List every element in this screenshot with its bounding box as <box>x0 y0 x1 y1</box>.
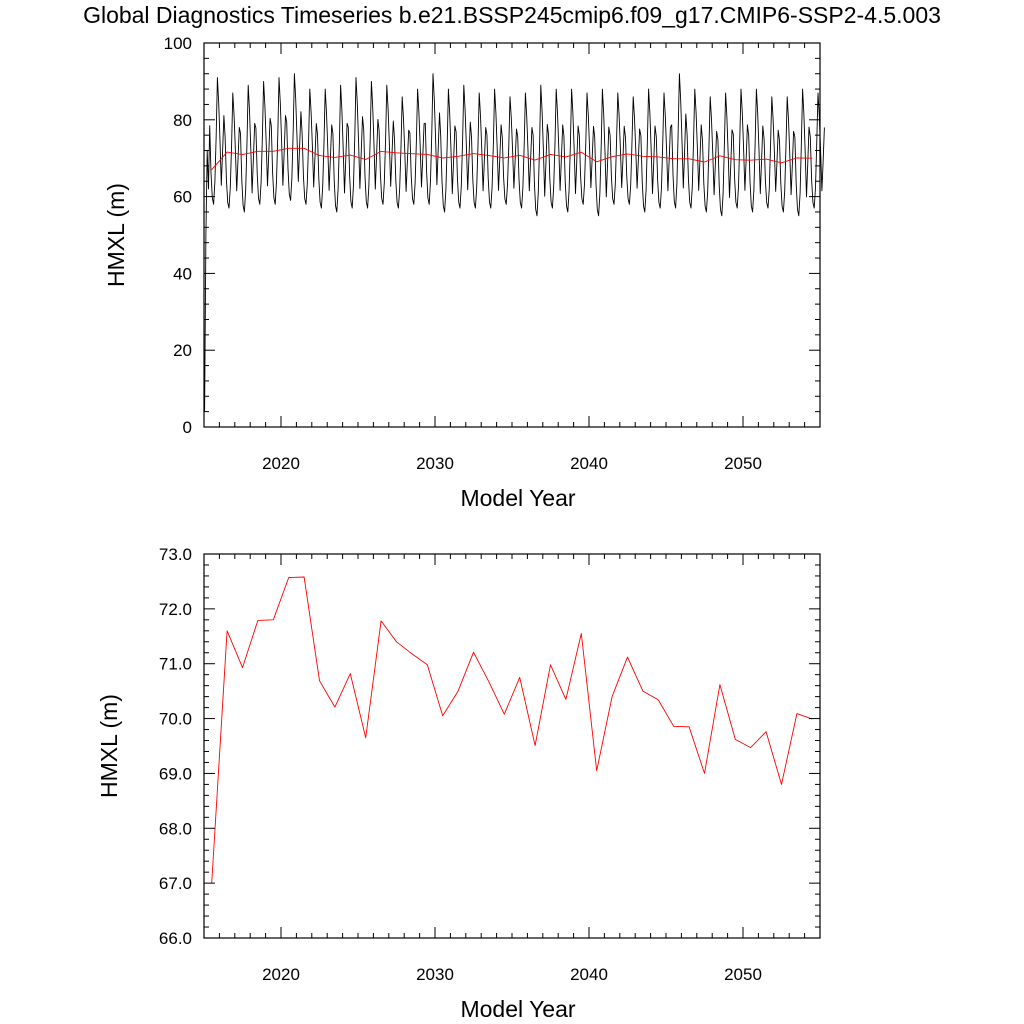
x-tick-label: 2050 <box>724 965 762 984</box>
x-axis-title: Model Year <box>460 485 575 511</box>
y-axis-title: HMXL (m) <box>103 183 129 287</box>
y-tick-label: 69.0 <box>159 764 192 783</box>
y-tick-label: 66.0 <box>159 929 192 948</box>
x-tick-label: 2030 <box>416 965 454 984</box>
y-tick-label: 0 <box>183 418 192 437</box>
annual-mean-line <box>211 576 813 884</box>
x-tick-label: 2040 <box>570 454 608 473</box>
y-tick-label: 40 <box>173 264 192 283</box>
x-axis-title: Model Year <box>460 996 575 1022</box>
y-tick-label: 71.0 <box>159 655 192 674</box>
y-axis-title: HMXL (m) <box>96 694 122 798</box>
annual-mean-line <box>211 147 813 170</box>
y-tick-label: 60 <box>173 188 192 207</box>
x-tick-label: 2040 <box>570 965 608 984</box>
x-tick-label: 2050 <box>724 454 762 473</box>
y-tick-label: 70.0 <box>159 710 192 729</box>
x-tick-label: 2030 <box>416 454 454 473</box>
x-tick-label: 2020 <box>262 965 300 984</box>
page-title: Global Diagnostics Timeseries b.e21.BSSP… <box>83 2 941 28</box>
y-tick-label: 80 <box>173 111 192 130</box>
y-tick-label: 20 <box>173 341 192 360</box>
y-tick-label: 73.0 <box>159 545 192 564</box>
plot-frame <box>203 42 821 428</box>
monthly-line <box>204 73 825 412</box>
y-tick-label: 72.0 <box>159 600 192 619</box>
y-tick-label: 100 <box>164 34 192 53</box>
annual-mean-panel: 2020 2030 2040 2050 66.0 67.0 68.0 69.0 70.0 71.0… <box>96 545 821 1022</box>
x-tick-label: 2020 <box>262 454 300 473</box>
y-tick-label: 68.0 <box>159 819 192 838</box>
y-tick-label: 67.0 <box>159 874 192 893</box>
plot-frame <box>203 553 821 939</box>
